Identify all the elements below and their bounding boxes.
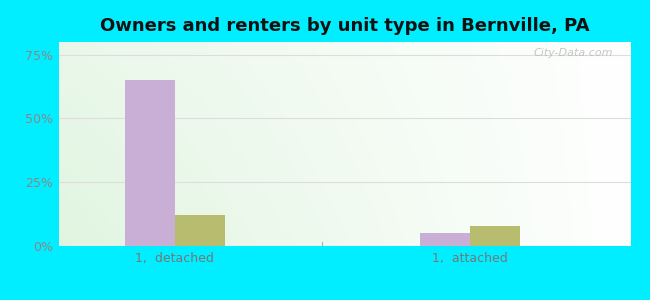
- Bar: [175, 215, 225, 246]
- Text: City-Data.com: City-Data.com: [534, 48, 614, 58]
- Bar: [420, 233, 470, 246]
- Bar: [125, 80, 175, 246]
- Legend: Owner occupied units, Renter occupied units: Owner occupied units, Renter occupied un…: [173, 297, 516, 300]
- Bar: [470, 226, 520, 246]
- Title: Owners and renters by unit type in Bernville, PA: Owners and renters by unit type in Bernv…: [99, 17, 590, 35]
